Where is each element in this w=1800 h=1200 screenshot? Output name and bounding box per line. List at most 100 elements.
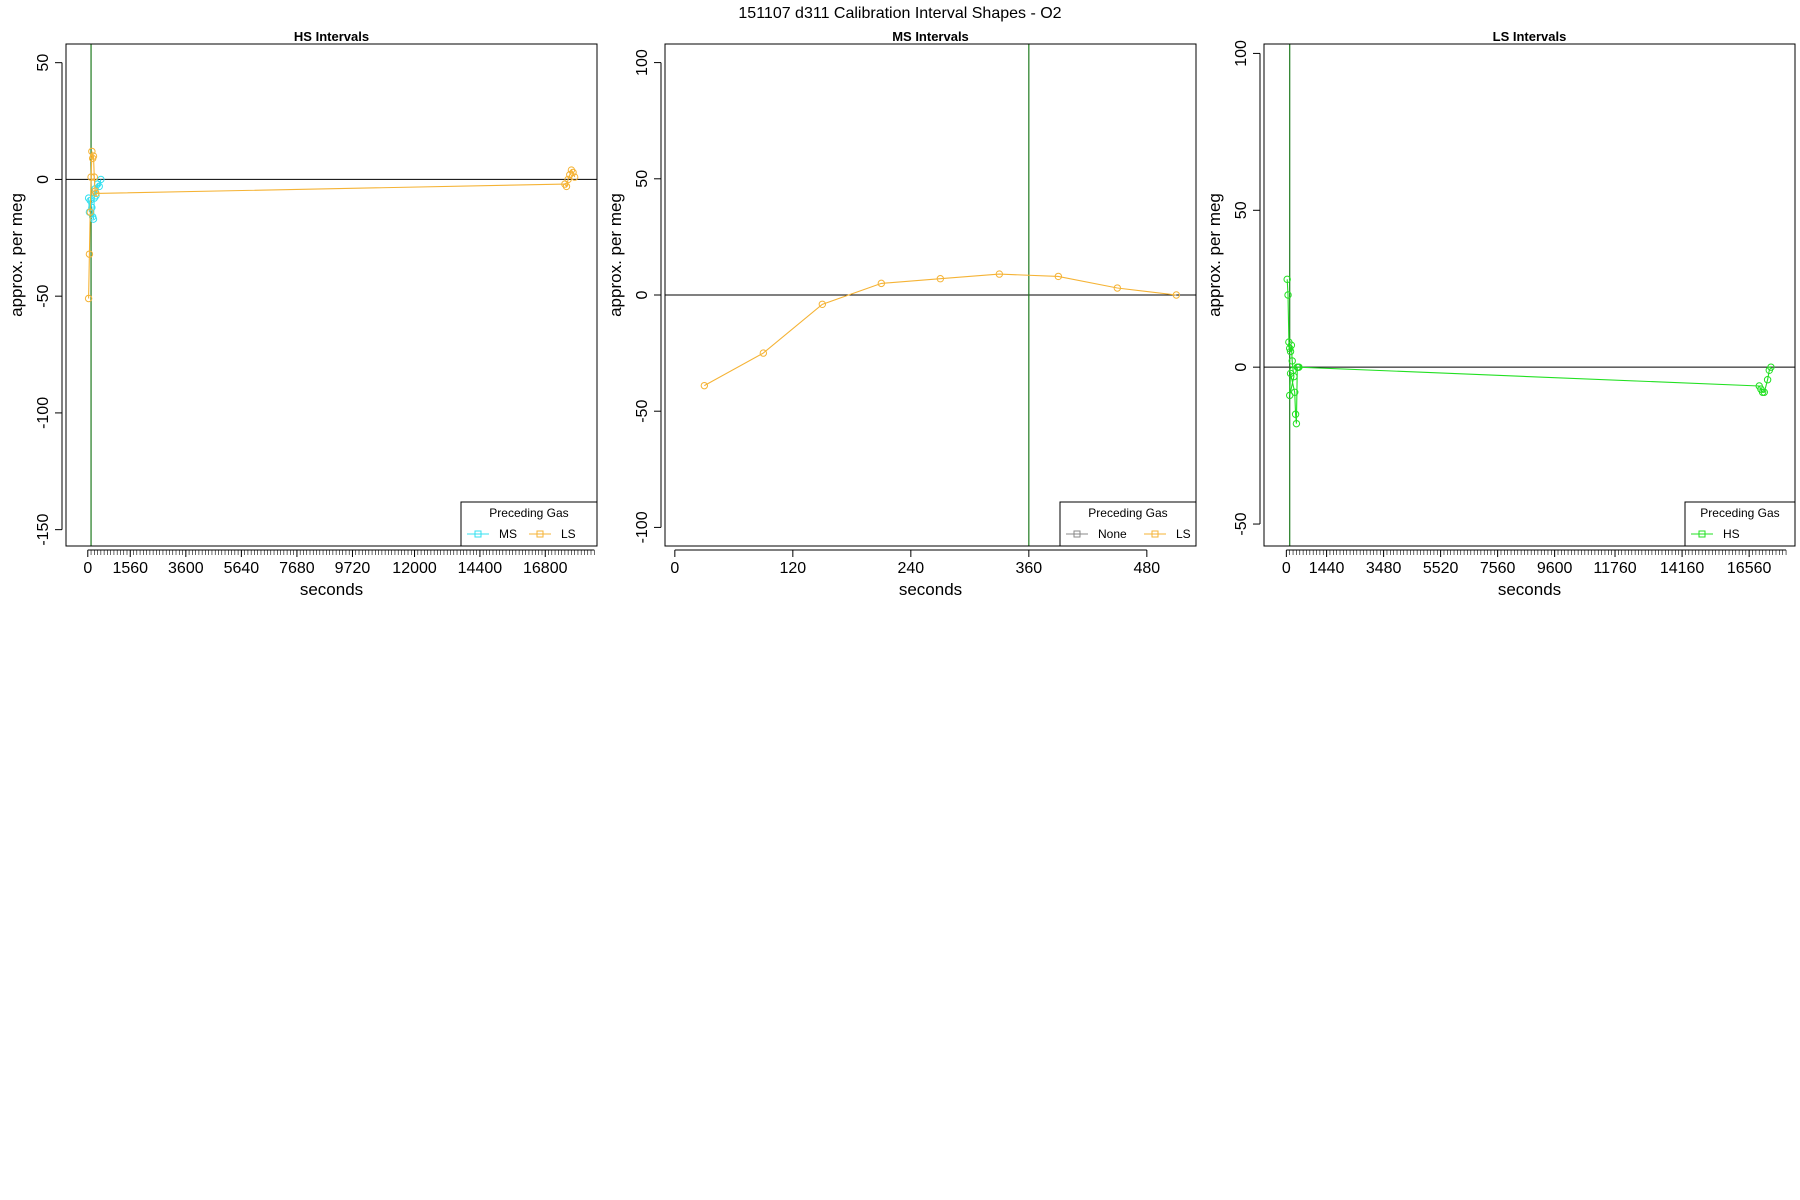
xtick-label-hs-12000: 12000	[392, 560, 437, 577]
legend-label-hs-ls: LS	[561, 527, 576, 541]
x-axis-label-hs: seconds	[300, 580, 363, 599]
data-point-ls-hs-23	[1767, 363, 1775, 371]
x-axis-hs: 0 1560 3600 5640 7680 9720 12000 14400 16800 seco…	[83, 549, 595, 599]
legend-title-ms: Preceding Gas	[1088, 506, 1167, 520]
xtick-label-hs-5640: 5640	[224, 560, 260, 577]
legend-label-hs-ms: MS	[499, 527, 517, 541]
xtick-label-hs-9720: 9720	[335, 560, 371, 577]
x-axis-label-ls: seconds	[1498, 580, 1561, 599]
xtick-label-ls-16560: 16560	[1727, 560, 1772, 577]
ytick-label-hs-50: 50	[35, 54, 52, 72]
data-point-ms-ls-2	[818, 300, 827, 308]
data-point-hs-ls-9	[92, 189, 100, 198]
x-axis-label-ms: seconds	[899, 580, 962, 599]
data-point-ms-ls-6	[1054, 272, 1063, 281]
xtick-label-hs-0: 0	[83, 560, 92, 577]
data-point-hs-ls-1	[85, 250, 94, 258]
data-point-hs-ms-0	[84, 194, 93, 202]
data-point-hs-ls-16	[570, 173, 579, 181]
plot-frame-hs	[65, 43, 598, 547]
data-point-ls-hs-5	[1287, 341, 1296, 349]
chart-title-ls: LS Intervals	[1493, 29, 1567, 44]
data-point-ms-ls-8	[1172, 291, 1181, 299]
data-point-hs-ms-10	[95, 182, 103, 191]
y-axis-label-ls: approx. per meg	[1205, 193, 1224, 317]
ytick-label-ms-100: 100	[634, 49, 651, 76]
y-axis-label-ms: approx. per meg	[606, 193, 625, 317]
data-point-ls-hs-0	[1283, 275, 1291, 284]
data-point-hs-ms-6	[90, 194, 99, 202]
data-point-hs-ls-3	[87, 173, 95, 181]
chart-title-hs: HS Intervals	[294, 29, 369, 44]
ytick-label-ms--50: -50	[634, 400, 651, 423]
page-title: 151107 d311 Calibration Interval Shapes …	[738, 5, 1061, 22]
xtick-label-hs-1560: 1560	[112, 560, 148, 577]
data-point-ms-ls-0	[700, 381, 709, 390]
ytick-label-ls--50: -50	[1233, 512, 1250, 535]
data-point-hs-ls-2	[86, 208, 94, 216]
xtick-label-hs-16800: 16800	[523, 560, 568, 577]
y-axis-label-hs: approx. per meg	[7, 193, 26, 317]
legend-label-ms-ls: LS	[1176, 527, 1191, 541]
data-point-hs-ls-15	[569, 168, 577, 177]
ytick-label-ls-50: 50	[1233, 201, 1250, 219]
y-axis-ls: 100 50 0 -50 approx. per meg	[1205, 40, 1261, 536]
y-axis-ms: 100 50 0 -50 -100 approx. per meg	[606, 49, 662, 543]
data-point-ls-hs-21	[1763, 376, 1772, 384]
ytick-label-hs--150: -150	[35, 514, 52, 546]
x-axis-ms: 0 120 240 360 480 seconds	[670, 549, 1160, 599]
data-point-hs-ls-4	[88, 147, 96, 156]
xtick-label-hs-14400: 14400	[458, 560, 503, 577]
data-point-ls-hs-10	[1286, 369, 1295, 378]
data-point-ls-hs-13	[1292, 419, 1301, 428]
series-line-ls-hs	[1286, 279, 1772, 424]
xtick-label-ms-480: 480	[1133, 560, 1160, 577]
ytick-label-hs--100: -100	[35, 397, 52, 429]
xtick-label-ls-0: 0	[1282, 560, 1291, 577]
ytick-label-ms-0: 0	[634, 290, 651, 299]
ytick-label-ls-0: 0	[1233, 363, 1250, 372]
xtick-label-ls-3480: 3480	[1366, 560, 1402, 577]
y-axis-hs: 50 0 -50 -100 -150 approx. per meg	[7, 54, 63, 546]
data-point-hs-ls-12	[564, 175, 572, 184]
data-point-ls-hs-6	[1288, 357, 1296, 365]
xtick-label-ms-240: 240	[897, 560, 924, 577]
ytick-label-ms--100: -100	[634, 511, 651, 543]
xtick-label-ms-360: 360	[1015, 560, 1042, 577]
data-point-ms-ls-7	[1113, 284, 1122, 292]
legend-hs: Preceding Gas MS LS	[460, 501, 598, 547]
legend-ls: Preceding Gas HS	[1684, 501, 1796, 547]
data-point-ls-hs-16	[1295, 363, 1303, 371]
xtick-label-ls-7560: 7560	[1480, 560, 1516, 577]
data-point-hs-ms-3	[88, 203, 96, 212]
x-axis-ls: 0 1440 3480 5520 7560 9600 11760 14160 16560 seco…	[1282, 549, 1787, 599]
xtick-label-ls-1440: 1440	[1309, 560, 1345, 577]
data-point-hs-ls-6	[89, 152, 98, 160]
legend-title-hs: Preceding Gas	[489, 506, 568, 520]
data-point-hs-ls-0	[84, 294, 93, 303]
xtick-label-ms-0: 0	[670, 560, 679, 577]
legend-ms: Preceding Gas None LS	[1059, 501, 1197, 547]
ytick-label-ms-50: 50	[634, 170, 651, 188]
ytick-label-ls-100: 100	[1233, 40, 1250, 67]
data-point-hs-ls-11	[562, 182, 571, 191]
ytick-label-hs-0: 0	[35, 175, 52, 184]
data-point-hs-ms-11	[97, 175, 105, 184]
chart-ms: MS Intervals 0 120 240 360 480 seconds 100 50 0 -5…	[606, 29, 1197, 599]
xtick-label-ms-120: 120	[779, 560, 806, 577]
legend-label-ls-hs: HS	[1723, 527, 1740, 541]
xtick-label-ls-9600: 9600	[1537, 560, 1573, 577]
data-point-ls-hs-20	[1760, 388, 1768, 396]
data-point-ms-ls-1	[759, 349, 768, 357]
xtick-label-ls-14160: 14160	[1660, 560, 1705, 577]
xtick-label-hs-7680: 7680	[279, 560, 315, 577]
series-line-hs-ls	[88, 151, 576, 299]
data-point-ms-ls-3	[877, 279, 886, 288]
plot-area-ms	[665, 44, 1196, 546]
data-point-ls-hs-12	[1291, 410, 1300, 418]
series-line-ms-ls	[704, 273, 1177, 387]
chart-ls: LS Intervals 0 1440 3480 5520 7560 9600 11760 14…	[1205, 29, 1796, 599]
data-point-hs-ls-7	[90, 173, 99, 181]
